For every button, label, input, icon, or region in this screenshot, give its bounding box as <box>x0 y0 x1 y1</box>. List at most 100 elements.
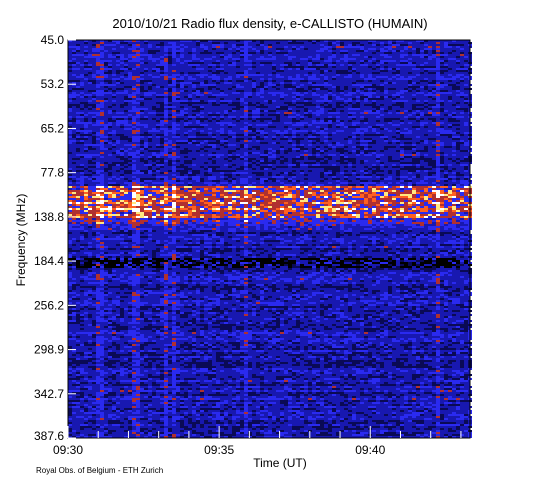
spectrogram-cell <box>244 112 248 114</box>
spectrogram-cell <box>336 60 340 62</box>
spectrogram-cell <box>244 126 248 128</box>
spectrogram-cell <box>108 188 112 190</box>
spectrogram-cell <box>444 80 448 82</box>
spectrogram-cell <box>124 46 128 48</box>
spectrogram-cell <box>460 40 464 42</box>
spectrogram-cell <box>408 96 412 98</box>
spectrogram-cell <box>352 86 356 88</box>
spectrogram-cell <box>164 40 168 42</box>
spectrogram-cell <box>372 156 376 158</box>
spectrogram-cell <box>332 48 336 50</box>
spectrogram-cell <box>140 142 144 144</box>
spectrogram-cell <box>456 182 460 184</box>
spectrogram-cell <box>424 90 428 92</box>
spectrogram-cell <box>416 172 420 174</box>
spectrogram-cell <box>428 174 432 176</box>
spectrogram-cell <box>156 50 160 52</box>
spectrogram-cell <box>196 164 200 166</box>
spectrogram-cell <box>272 58 276 60</box>
spectrogram-cell <box>84 140 88 142</box>
spectrogram-cell <box>308 134 312 136</box>
spectrogram-cell <box>292 136 296 138</box>
spectrogram-cell <box>332 90 336 92</box>
spectrogram-cell <box>416 136 420 138</box>
spectrogram-cell <box>372 68 376 70</box>
spectrogram-cell <box>244 154 248 156</box>
spectrogram-cell <box>464 70 468 72</box>
spectrogram-cell <box>232 114 236 116</box>
spectrogram-cell <box>84 52 88 54</box>
spectrogram-cell <box>108 40 112 42</box>
spectrogram-cell <box>444 126 448 128</box>
spectrogram-cell <box>164 128 168 130</box>
spectrogram-cell <box>232 54 236 56</box>
spectrogram-cell <box>172 112 176 114</box>
spectrogram-cell <box>268 84 272 86</box>
spectrogram-cell <box>312 60 316 62</box>
spectrogram-cell <box>356 186 360 188</box>
spectrogram-cell <box>384 46 388 48</box>
spectrogram-cell <box>288 54 292 56</box>
spectrogram-cell <box>288 102 292 104</box>
spectrogram-cell <box>276 92 280 94</box>
spectrogram-cell <box>172 70 176 72</box>
spectrogram-cell <box>116 178 120 180</box>
spectrogram-cell <box>292 74 296 76</box>
spectrogram-cell <box>136 186 140 188</box>
spectrogram-cell <box>120 40 124 42</box>
spectrogram-cell <box>400 172 404 174</box>
spectrogram-cell <box>428 90 432 92</box>
spectrogram-cell <box>388 136 392 138</box>
spectrogram-cell <box>440 110 444 112</box>
spectrogram-cell <box>104 84 108 86</box>
spectrogram-cell <box>268 162 272 164</box>
spectrogram-cell <box>164 154 168 156</box>
spectrogram-cell <box>132 102 136 104</box>
spectrogram-cell <box>140 128 144 130</box>
spectrogram-cell <box>352 180 356 182</box>
spectrogram-cell <box>384 54 388 56</box>
spectrogram-cell <box>460 112 464 114</box>
spectrogram-cell <box>96 108 100 110</box>
spectrogram-cell <box>100 132 104 134</box>
spectrogram-cell <box>344 104 348 106</box>
spectrogram-cell <box>112 146 116 148</box>
spectrogram-cell <box>412 108 416 110</box>
spectrogram-cell <box>392 138 396 140</box>
spectrogram-cell <box>128 116 132 118</box>
spectrogram-cell <box>92 82 96 84</box>
spectrogram-cell <box>352 46 356 48</box>
spectrogram-cell <box>396 42 400 44</box>
spectrogram-cell <box>116 92 120 94</box>
spectrogram-cell <box>128 152 132 154</box>
spectrogram-cell <box>432 64 436 66</box>
spectrogram-cell <box>88 68 92 70</box>
spectrogram-cell <box>128 72 132 74</box>
spectrogram-cell <box>220 52 224 54</box>
spectrogram-cell <box>68 126 72 128</box>
spectrogram-cell <box>268 82 272 84</box>
spectrogram-cell <box>232 110 236 112</box>
spectrogram-cell <box>132 152 136 154</box>
spectrogram-cell <box>120 106 124 108</box>
spectrogram-cell <box>352 44 356 46</box>
spectrogram-cell <box>248 186 252 188</box>
spectrogram-cell <box>96 100 100 102</box>
spectrogram-cell <box>200 92 204 94</box>
spectrogram-cell <box>348 142 352 144</box>
spectrogram-cell <box>164 92 168 94</box>
spectrogram-cell <box>68 56 72 58</box>
spectrogram-cell <box>372 172 376 174</box>
spectrogram-cell <box>208 44 212 46</box>
spectrogram-cell <box>288 180 292 182</box>
spectrogram-cell <box>100 112 104 114</box>
spectrogram-cell <box>92 104 96 106</box>
spectrogram-cell <box>88 186 92 188</box>
spectrogram-cell <box>404 130 408 132</box>
spectrogram-cell <box>316 148 320 150</box>
spectrogram-cell <box>392 58 396 60</box>
spectrogram-cell <box>124 98 128 100</box>
spectrogram-cell <box>328 66 332 68</box>
spectrogram-cell <box>144 46 148 48</box>
spectrogram-cell <box>148 62 152 64</box>
